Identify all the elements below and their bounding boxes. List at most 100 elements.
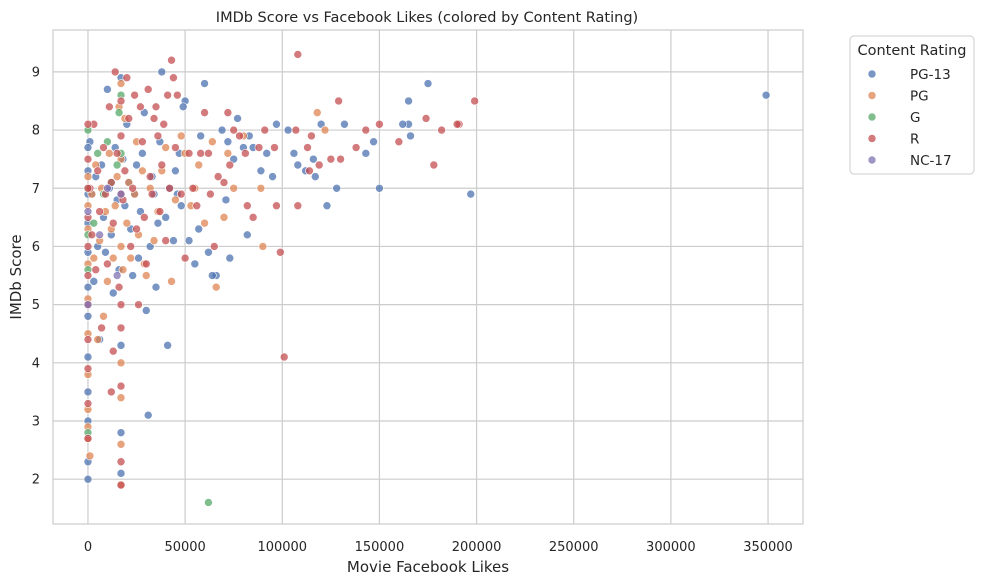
data-point [116, 439, 126, 449]
data-point [116, 96, 126, 106]
legend-title: Content Rating [857, 43, 966, 59]
x-axis-title: Movie Facebook Likes [347, 558, 509, 576]
data-point [87, 230, 97, 240]
data-point [260, 125, 270, 135]
data-point [219, 213, 229, 222]
data-point [136, 102, 145, 112]
data-point [406, 131, 415, 141]
data-point [105, 102, 114, 112]
data-point [83, 352, 93, 362]
data-point [276, 247, 285, 257]
data-point [293, 201, 303, 211]
data-point [116, 381, 126, 391]
data-point [103, 85, 112, 94]
data-point [204, 498, 213, 507]
data-point [312, 108, 322, 117]
data-point [340, 119, 349, 129]
data-point [147, 189, 157, 199]
data-point [83, 183, 93, 193]
legend-box [849, 35, 975, 175]
data-point [122, 73, 132, 83]
data-point [85, 451, 95, 461]
data-point [116, 457, 126, 467]
data-point [83, 172, 93, 181]
data-point [176, 131, 186, 141]
legend-label: R [910, 132, 919, 148]
data-point [167, 55, 176, 65]
data-point [103, 259, 112, 269]
data-point [270, 143, 279, 152]
x-tick-labels: 0 50000 100000 150000 200000 250000 300000 3500… [84, 540, 793, 555]
data-point [351, 143, 361, 152]
data-point [101, 247, 110, 257]
legend-marker [867, 155, 877, 165]
data-point [83, 242, 93, 251]
data-point [326, 154, 336, 164]
data-point [176, 189, 186, 199]
data-point [103, 183, 112, 193]
data-point [466, 189, 476, 199]
data-point [279, 352, 289, 362]
data-point [106, 387, 116, 397]
data-point [204, 247, 213, 257]
data-point [141, 271, 151, 280]
data-point [761, 90, 771, 100]
grid-layer [53, 30, 803, 524]
data-point [208, 137, 217, 147]
data-point [192, 201, 202, 211]
data-point [138, 149, 147, 158]
data-point [169, 73, 178, 83]
data-point [169, 236, 178, 245]
data-point [114, 108, 124, 117]
y-tick-label: 2 [32, 473, 40, 488]
data-point [143, 410, 153, 420]
data-point [116, 480, 126, 490]
series-r [83, 50, 479, 490]
data-point [369, 137, 378, 147]
data-point [394, 137, 404, 147]
data-point [303, 143, 312, 152]
plot-area [53, 30, 803, 524]
data-point [176, 201, 186, 211]
data-point [196, 131, 205, 141]
data-point [314, 160, 324, 170]
data-point [116, 79, 126, 88]
data-point [283, 125, 293, 135]
data-point [155, 207, 165, 216]
data-point [116, 131, 126, 141]
data-point [97, 323, 106, 333]
legend-label: G [910, 110, 920, 126]
data-point [161, 143, 170, 152]
y-tick-labels: 2 3 4 5 6 7 8 9 [32, 65, 40, 487]
data-point [204, 149, 213, 158]
series-nc-17 [83, 183, 126, 309]
data-point [159, 119, 169, 129]
data-point [404, 96, 413, 106]
data-point [116, 469, 126, 478]
data-point [116, 323, 126, 333]
x-tick-label: 150000 [355, 540, 405, 555]
data-point [128, 271, 137, 280]
data-point [83, 311, 93, 321]
data-point [272, 119, 281, 129]
data-point [141, 306, 151, 315]
data-point [141, 259, 151, 269]
data-point [163, 341, 172, 350]
data-point [258, 242, 268, 251]
data-point [112, 172, 122, 181]
data-point [243, 201, 252, 211]
data-point [361, 149, 371, 158]
y-tick-label: 7 [32, 182, 40, 197]
data-point [421, 114, 431, 123]
data-point [116, 242, 126, 251]
x-tick-label: 350000 [743, 540, 793, 555]
data-point [83, 387, 93, 397]
data-point [83, 399, 93, 408]
data-point [99, 143, 108, 152]
data-point [116, 428, 126, 437]
data-point [83, 119, 93, 129]
x-tick-label: 200000 [452, 540, 502, 555]
data-point [225, 160, 235, 170]
points-layer [83, 50, 771, 507]
data-point [112, 160, 122, 170]
